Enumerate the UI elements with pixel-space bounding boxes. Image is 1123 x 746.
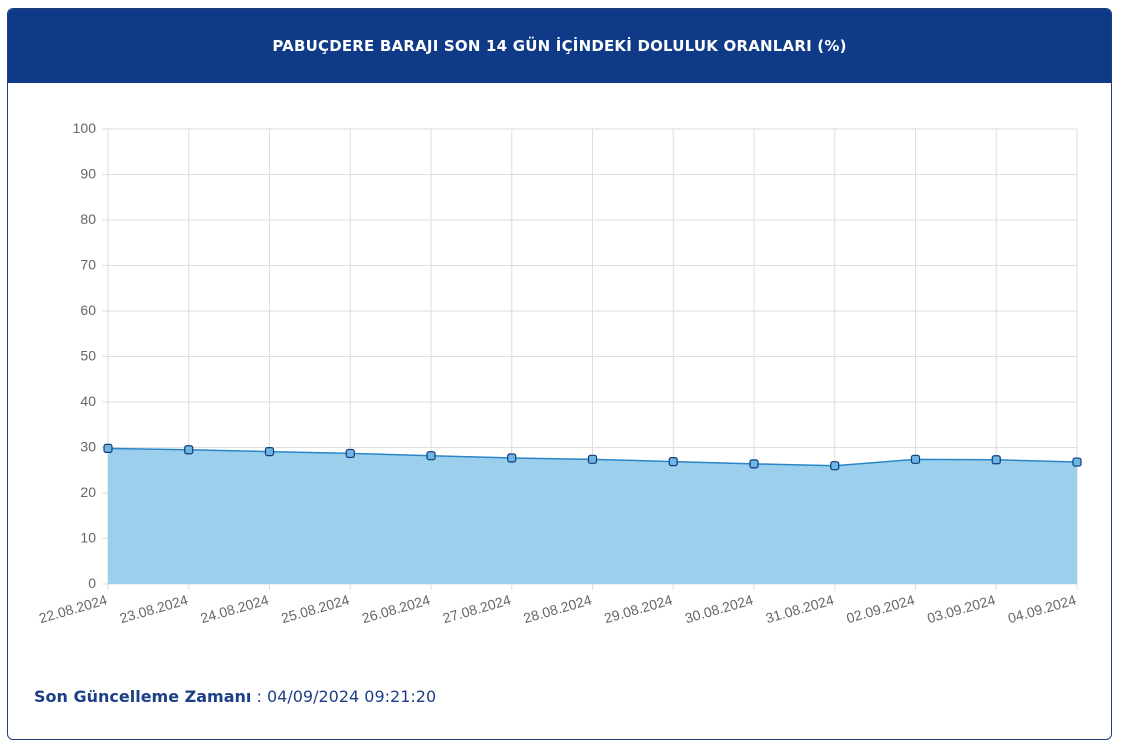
data-point xyxy=(1072,457,1082,467)
x-tick-label: 04.09.2024 xyxy=(1006,591,1078,626)
data-point xyxy=(910,454,921,464)
y-tick-label: 90 xyxy=(80,166,96,182)
x-tick-label: 26.08.2024 xyxy=(360,591,432,626)
y-tick-label: 70 xyxy=(80,257,96,273)
y-tick-label: 30 xyxy=(80,439,96,455)
data-point xyxy=(587,454,598,464)
x-tick-label: 29.08.2024 xyxy=(602,591,674,626)
data-point xyxy=(830,461,840,471)
y-tick-label: 60 xyxy=(80,302,96,318)
x-tick-label: 24.08.2024 xyxy=(199,591,271,626)
data-point xyxy=(103,443,113,454)
chart-title: PABUÇDERE BARAJI SON 14 GÜN İÇİNDEKİ DOL… xyxy=(8,9,1111,83)
last-update-label: Son Güncelleme Zamanı xyxy=(34,687,252,706)
data-point xyxy=(749,459,759,469)
series-area xyxy=(108,448,1077,584)
y-tick-label: 40 xyxy=(80,393,96,409)
data-point xyxy=(668,457,678,467)
x-tick-label: 30.08.2024 xyxy=(683,591,755,626)
last-update-separator: : xyxy=(251,687,267,706)
y-tick-label: 10 xyxy=(80,530,96,546)
y-tick-label: 100 xyxy=(73,120,97,136)
x-tick-label: 28.08.2024 xyxy=(522,591,594,626)
chart-area: 0 10 20 30 40 50 60 70 80 90 100 22.08.2024 23.08.20… xyxy=(8,83,1111,643)
x-tick-label: 02.09.2024 xyxy=(845,591,917,626)
x-tick-label: 23.08.2024 xyxy=(118,591,190,626)
y-tick-label: 80 xyxy=(80,211,96,227)
last-update-value: 04/09/2024 09:21:20 xyxy=(266,687,437,706)
data-point xyxy=(507,453,517,463)
x-tick-label: 03.09.2024 xyxy=(925,591,997,626)
x-tick-label: 31.08.2024 xyxy=(764,591,836,626)
chart-card: PABUÇDERE BARAJI SON 14 GÜN İÇİNDEKİ DOL… xyxy=(7,8,1112,740)
data-point xyxy=(184,445,194,455)
data-point xyxy=(345,448,355,459)
last-update: Son Güncelleme Zamanı : 04/09/2024 09:21… xyxy=(34,687,436,706)
data-point xyxy=(426,451,436,461)
y-tick-label: 20 xyxy=(80,484,96,500)
y-tick-label: 0 xyxy=(88,575,96,591)
data-point xyxy=(264,446,275,457)
data-point xyxy=(991,455,1001,465)
x-tick-label: 22.08.2024 xyxy=(37,591,109,626)
y-tick-label: 50 xyxy=(80,348,96,364)
x-tick-label: 27.08.2024 xyxy=(441,591,513,626)
x-tick-label: 25.08.2024 xyxy=(279,591,351,626)
fill-rate-chart: 0 10 20 30 40 50 60 70 80 90 100 22.08.2024 23.08.20… xyxy=(37,120,1082,626)
